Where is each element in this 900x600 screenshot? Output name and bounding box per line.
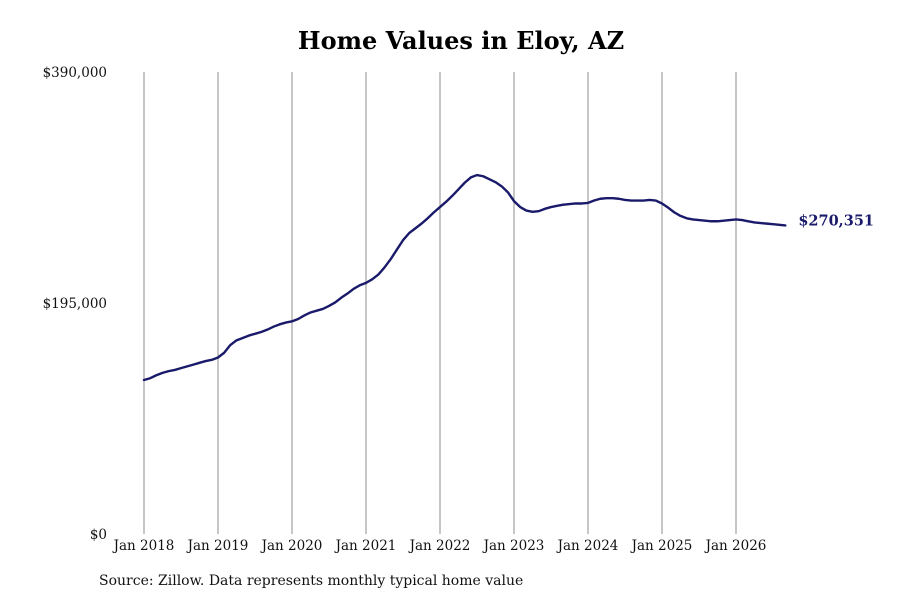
x-tick-label: Jan 2020 — [260, 538, 323, 554]
x-tick-label: Jan 2022 — [408, 538, 471, 554]
x-tick-label: Jan 2018 — [112, 538, 175, 554]
x-tick-label: Jan 2019 — [186, 538, 249, 554]
x-tick-label: Jan 2026 — [704, 538, 767, 554]
x-tick-label: Jan 2021 — [334, 538, 397, 554]
y-tick-label: $390,000 — [43, 65, 107, 81]
x-tick-label: Jan 2023 — [482, 538, 545, 554]
source-note: Source: Zillow. Data represents monthly … — [99, 573, 524, 589]
x-tick-label: Jan 2025 — [630, 538, 693, 554]
chart-title: Home Values in Eloy, AZ — [297, 26, 625, 55]
x-tick-label: Jan 2024 — [556, 538, 619, 554]
end-value-label: $270,351 — [798, 212, 874, 229]
y-tick-label: $0 — [90, 527, 107, 543]
series-line — [142, 173, 787, 382]
y-tick-label: $195,000 — [43, 296, 107, 312]
